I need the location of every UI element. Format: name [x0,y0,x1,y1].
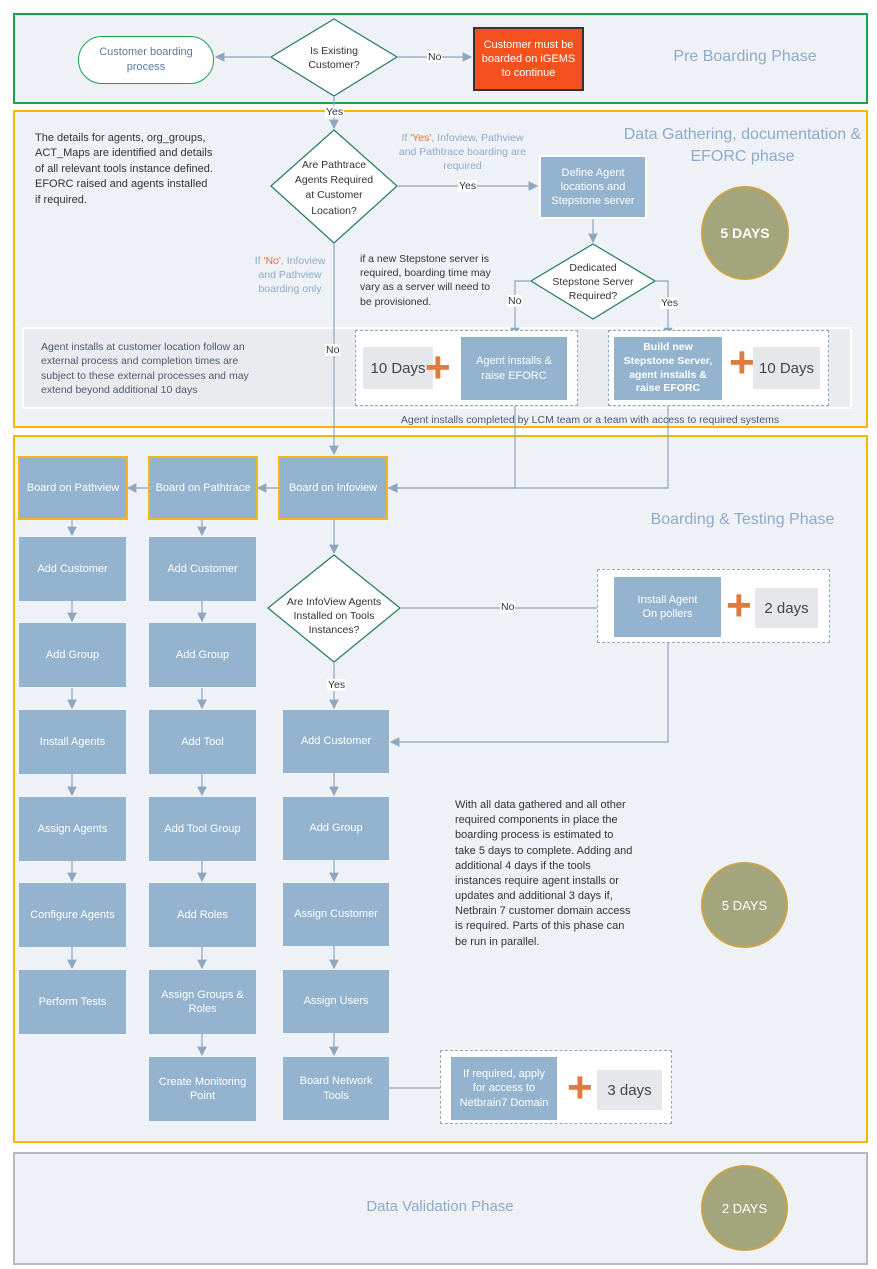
install-note: Agent installs at customer location foll… [41,341,249,397]
yes-note-prefix: If [401,132,411,144]
infoview-step: Add Customer [283,710,389,773]
yes-note: If 'Yes', Infoview, Pathview and Pathtra… [395,131,530,174]
build-server-box: Build new Stepstone Server, agent instal… [614,337,722,400]
data-gathering-title: Data Gathering, documentation & EFORC ph… [623,126,862,166]
pathtrace-step: Assign Groups & Roles [149,970,256,1034]
no-stepstone-label: No [507,295,523,307]
yes-pathtrace-label: Yes [458,180,478,192]
netbrain-box: If required, apply for access to Netbrai… [451,1057,557,1120]
no-note-prefix: If [254,255,264,267]
server-note: if a new Stepstone server is required, b… [360,253,491,308]
yes-note-word: 'Yes' [410,132,432,144]
no-infoview-label: No [500,601,516,613]
infoview-question: Are InfoView Agents Installed on Tools I… [286,596,382,637]
existing-customer-question: Is Existing Customer? [308,45,360,72]
pathtrace-step: Add Tool [149,710,256,774]
install-agent-box: Install Agent On pollers [614,577,721,637]
no-note: If 'No', Infoview and Pathview boarding … [248,254,332,297]
stepstone-question: Dedicated Stepstone Server Required? [552,262,634,303]
pathtrace-step: Add Tool Group [149,797,256,861]
infoview-step: Assign Customer [283,883,389,946]
yes-label: Yes [325,106,345,118]
yes-infoview-label: Yes [327,679,347,691]
infoview-step: Add Group [283,797,389,860]
days-10-b: 10 Days [753,347,820,389]
decision-stepstone-server [529,243,657,320]
no-note-suffix: , Infoview and Pathview boarding only [258,255,326,296]
days-10-a: 10 Days [363,347,433,389]
agent-installs-box: Agent installs & raise EFORC [461,337,567,400]
board-on-pathtrace: Board on Pathtrace [148,456,258,520]
no-pathtrace-label: No [325,344,341,356]
yes-stepstone-label: Yes [660,297,680,309]
plus-icon: + [567,1063,593,1112]
pathtrace-step: Create Monitoring Point [149,1057,256,1121]
days-3: 3 days [597,1070,662,1110]
duration-2-days: 2 DAYS [701,1165,788,1251]
define-agent-box: Define Agent locations and Stepstone ser… [539,155,647,219]
infoview-step: Board Network Tools [283,1057,389,1120]
pathtrace-step: Add Customer [149,537,256,601]
yes-note-suffix: , Infoview, Pathview and Pathtrace board… [398,132,527,173]
details-note: The details for agents, org_groups, ACT_… [35,132,213,206]
no-note-word: 'No' [263,255,281,267]
boarding-title: Boarding & Testing Phase [650,511,835,528]
duration-5-days-boarding: 5 DAYS [701,862,788,948]
lcm-caption: Agent installs completed by LCM team or … [400,414,780,426]
plus-icon: + [729,338,755,387]
terminal-label: Customer boarding process [99,46,193,73]
pathview-step: Assign Agents [19,797,126,861]
pre-boarding-title: Pre Boarding Phase [673,48,817,65]
pathview-step: Configure Agents [19,883,126,947]
pathview-step: Add Group [19,623,126,687]
customer-boarding-terminal: Customer boarding process [78,36,214,84]
igems-alert-box: Customer must be boarded on iGEMS to con… [473,27,584,91]
pathtrace-step: Add Roles [149,883,256,947]
board-on-pathview: Board on Pathview [18,456,128,520]
no-label: No [427,51,443,63]
days-2: 2 days [755,588,818,628]
plus-icon: + [425,343,451,392]
boarding-note: With all data gathered and all other req… [455,799,633,948]
plus-icon: + [726,581,752,630]
pathtrace-step: Add Group [149,623,256,687]
pathview-step: Add Customer [19,537,126,601]
infoview-step: Assign Users [283,970,389,1033]
pathview-step: Perform Tests [19,970,126,1034]
pathtrace-question: Are Pathtrace Agents Required at Custome… [294,159,374,217]
duration-5-days-gathering: 5 DAYS [701,186,789,280]
pathview-step: Install Agents [19,710,126,774]
validation-title: Data Validation Phase [366,1198,514,1215]
board-on-infoview: Board on Infoview [278,456,388,520]
